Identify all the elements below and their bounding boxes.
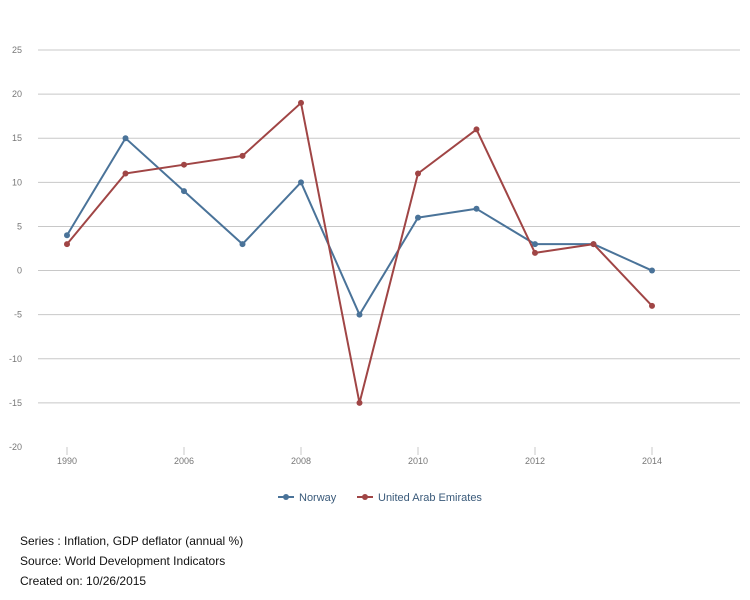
data-point[interactable] xyxy=(649,302,655,309)
y-axis: 25 20 15 10 5 0 -5 -10 -15 -20 xyxy=(9,45,22,452)
data-point[interactable] xyxy=(590,241,597,248)
x-tick-label: 2006 xyxy=(174,456,194,466)
y-tick-label: -10 xyxy=(9,354,22,364)
data-point[interactable] xyxy=(356,311,363,318)
y-tick-label: 0 xyxy=(17,266,22,276)
y-tick-label: -5 xyxy=(14,310,22,320)
legend-marker xyxy=(362,494,368,500)
y-tick-label: -15 xyxy=(9,398,22,408)
data-point[interactable] xyxy=(532,241,538,248)
legend-item[interactable]: Norway xyxy=(278,492,337,504)
source-note: Source: World Development Indicators xyxy=(20,554,226,568)
data-point[interactable] xyxy=(64,241,70,248)
x-tick-label: 1990 xyxy=(57,456,77,466)
data-point[interactable] xyxy=(181,161,187,168)
chart-notes: Series : Inflation, GDP deflator (annual… xyxy=(20,531,243,591)
data-point[interactable] xyxy=(298,99,304,106)
data-point[interactable] xyxy=(122,170,129,177)
created-note: Created on: 10/26/2015 xyxy=(20,574,147,588)
x-tick-label: 2014 xyxy=(642,456,662,466)
data-point[interactable] xyxy=(64,232,70,239)
y-tick-label: -20 xyxy=(9,442,22,452)
legend-label: United Arab Emirates xyxy=(378,492,482,504)
y-tick-label: 25 xyxy=(12,45,22,55)
legend-marker xyxy=(283,494,289,500)
y-tick-label: 5 xyxy=(17,221,22,231)
series-united-arab-emirates xyxy=(64,99,655,406)
series-norway xyxy=(64,135,655,318)
data-point[interactable] xyxy=(122,135,129,142)
gridlines xyxy=(38,49,740,404)
data-point[interactable] xyxy=(356,399,363,406)
data-point[interactable] xyxy=(415,214,421,221)
legend: Norway United Arab Emirates xyxy=(278,492,482,504)
data-point[interactable] xyxy=(473,205,480,212)
data-point[interactable] xyxy=(415,170,421,177)
y-tick-label: 20 xyxy=(12,89,22,99)
series-note: Series : Inflation, GDP deflator (annual… xyxy=(20,534,244,548)
series-group xyxy=(64,99,655,406)
data-point[interactable] xyxy=(532,249,538,256)
data-point[interactable] xyxy=(649,267,655,274)
x-tick-label: 2012 xyxy=(525,456,545,466)
data-point[interactable] xyxy=(473,126,480,133)
data-point[interactable] xyxy=(298,179,304,186)
x-axis: 1990 2006 2008 2010 2012 2014 xyxy=(57,447,662,466)
legend-label: Norway xyxy=(299,492,337,504)
x-tick-label: 2010 xyxy=(408,456,428,466)
data-point[interactable] xyxy=(181,188,187,195)
data-point[interactable] xyxy=(239,241,246,248)
data-point[interactable] xyxy=(239,152,246,159)
series-line xyxy=(66,101,653,404)
y-tick-label: 10 xyxy=(12,177,22,187)
y-tick-label: 15 xyxy=(12,133,22,143)
legend-item[interactable]: United Arab Emirates xyxy=(357,492,482,504)
line-chart: 25 20 15 10 5 0 -5 -10 -15 -20 1990 2006 2008 2010 20… xyxy=(9,45,740,504)
x-tick-label: 2008 xyxy=(291,456,311,466)
